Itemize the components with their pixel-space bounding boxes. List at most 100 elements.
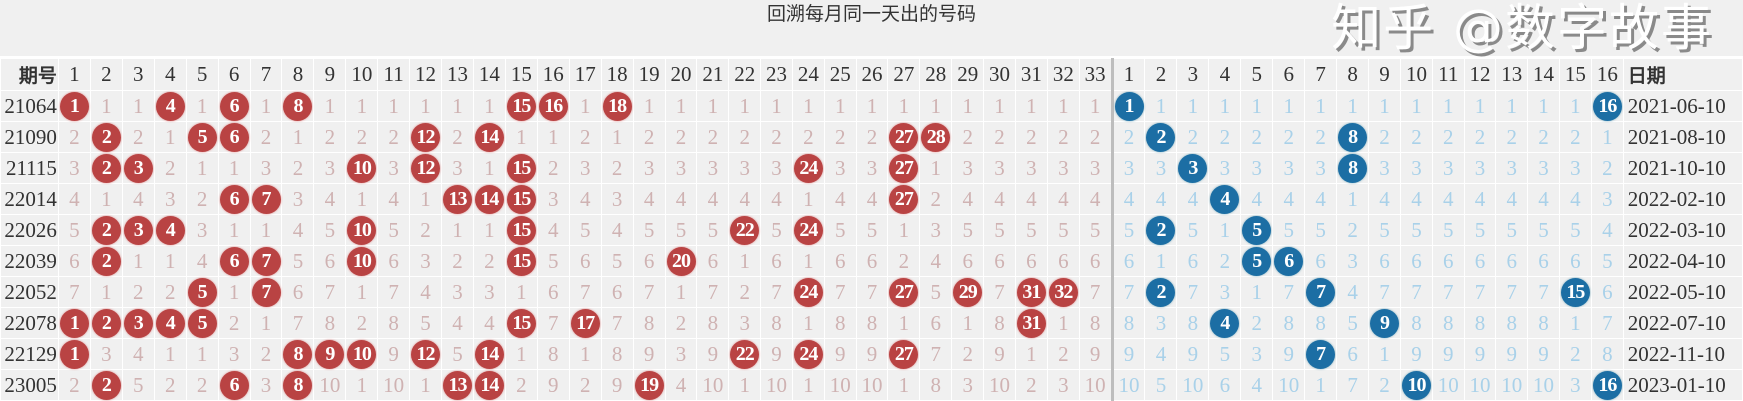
blue-cell: 1 <box>1495 90 1529 122</box>
red-cell: 4 <box>600 214 634 246</box>
red-cell: 4 <box>728 183 762 215</box>
blue-omission: 1 <box>1315 372 1326 397</box>
red-omission: 5 <box>579 217 591 242</box>
red-cell: 2 <box>760 121 793 153</box>
blue-cell: 1 <box>1208 214 1242 246</box>
red-cell: 5 <box>951 214 985 246</box>
red-omission: 1 <box>866 93 878 118</box>
red-cell: 5 <box>760 214 793 246</box>
blue-cell: 9 <box>1495 338 1529 370</box>
blue-cell: 4 <box>1144 338 1178 370</box>
red-ball: 1 <box>59 339 89 369</box>
blue-omission: 1 <box>1379 341 1390 366</box>
red-ball: 5 <box>187 122 217 152</box>
red-cell: 7 <box>57 276 91 308</box>
red-omission: 1 <box>484 93 495 118</box>
red-cell: 1 <box>504 276 538 308</box>
red-cell: 2 <box>1046 121 1080 153</box>
draw-date: 2022-03-10 <box>1622 214 1743 246</box>
red-omission: 9 <box>866 341 878 366</box>
blue-omission: 4 <box>1251 186 1263 211</box>
red-cell: 7 <box>855 276 889 308</box>
red-cell: 10 <box>345 338 379 370</box>
red-omission: 1 <box>196 155 208 180</box>
blue-omission: 3 <box>1251 155 1263 180</box>
red-omission: 5 <box>1058 217 1069 242</box>
red-cell: 7 <box>919 338 953 370</box>
red-cell: 4 <box>664 369 698 401</box>
blue-omission: 2 <box>1187 124 1199 149</box>
blue-cell: 1 <box>1368 90 1401 122</box>
red-ball: 15 <box>506 215 536 245</box>
blue-omission: 10 <box>1118 372 1140 397</box>
red-cell: 2 <box>89 214 123 246</box>
red-ball: 6 <box>219 370 249 400</box>
red-omission: 1 <box>133 93 144 118</box>
red-cell: 10 <box>345 214 379 246</box>
red-omission: 2 <box>324 124 336 149</box>
blue-cell: 1 <box>1590 121 1624 153</box>
red-omission: 2 <box>356 124 368 149</box>
blue-cell: 4 <box>1208 183 1242 215</box>
red-cell: 15 <box>504 307 538 339</box>
red-cell: 9 <box>377 338 411 370</box>
red-cell: 17 <box>568 307 602 339</box>
red-omission: 5 <box>133 372 144 397</box>
red-cell: 9 <box>855 338 889 370</box>
red-omission: 1 <box>356 279 368 304</box>
blue-cell: 2 <box>1208 121 1242 153</box>
header-red-24: 24 <box>791 58 825 91</box>
red-cell: 5 <box>823 214 857 246</box>
red-omission: 1 <box>707 93 719 118</box>
table-row: 23005 2 2 5 2 2 6 3 8 10 1 10 1 13 14 2 9 2 9 19 4 10 1 10 1 10 10… <box>0 369 1743 401</box>
blue-cell: 3 <box>1208 276 1242 308</box>
blue-ball: 6 <box>1274 246 1304 276</box>
red-ball: 3 <box>123 153 153 183</box>
red-cell: 2 <box>121 276 155 308</box>
red-omission: 6 <box>1058 248 1069 273</box>
red-ball: 15 <box>506 184 536 214</box>
red-cell: 8 <box>281 338 315 370</box>
blue-cell: 4 <box>1495 183 1529 215</box>
blue-omission: 1 <box>1155 93 1167 118</box>
blue-cell: 3 <box>1368 152 1401 184</box>
red-cell: 2 <box>121 121 155 153</box>
red-cell: 20 <box>664 245 698 277</box>
red-omission: 1 <box>643 93 655 118</box>
blue-cell: 3 <box>1463 152 1497 184</box>
header-red-1: 1 <box>57 58 91 91</box>
blue-cell: 10 <box>1527 369 1560 401</box>
blue-omission: 6 <box>1123 248 1135 273</box>
red-ball: 24 <box>793 153 823 183</box>
red-cell: 3 <box>536 183 570 215</box>
red-omission: 1 <box>803 372 814 397</box>
table-row: 22129 1 3 4 1 1 3 2 8 9 10 9 12 5 14 1 8 1 8 9 3 9 22 9 24 9 9 27 7 2… <box>0 338 1743 370</box>
blue-cell: 9 <box>1176 338 1210 370</box>
header-blue-8: 8 <box>1336 58 1370 91</box>
red-omission: 1 <box>1026 341 1037 366</box>
red-ball: 7 <box>251 246 281 276</box>
red-omission: 2 <box>579 372 591 397</box>
red-cell: 2 <box>600 152 634 184</box>
blue-omission: 3 <box>1155 310 1167 335</box>
red-cell: 2 <box>568 121 602 153</box>
blue-omission: 4 <box>1379 186 1390 211</box>
blue-cell: 5 <box>1495 214 1529 246</box>
blue-cell: 16 <box>1590 369 1624 401</box>
red-omission: 4 <box>484 310 495 335</box>
blue-omission: 8 <box>1538 310 1549 335</box>
red-ball: 6 <box>219 122 249 152</box>
red-omission: 3 <box>164 186 176 211</box>
red-omission: 3 <box>643 155 655 180</box>
red-omission: 1 <box>228 279 240 304</box>
red-cell: 1 <box>664 90 698 122</box>
red-cell: 2 <box>1014 369 1048 401</box>
red-ball: 2 <box>91 370 121 400</box>
red-cell: 6 <box>217 121 251 153</box>
red-cell: 8 <box>919 369 953 401</box>
red-omission: 1 <box>420 372 431 397</box>
red-cell: 5 <box>536 245 570 277</box>
red-omission: 2 <box>675 310 687 335</box>
red-omission: 1 <box>930 155 942 180</box>
blue-omission: 7 <box>1283 279 1294 304</box>
